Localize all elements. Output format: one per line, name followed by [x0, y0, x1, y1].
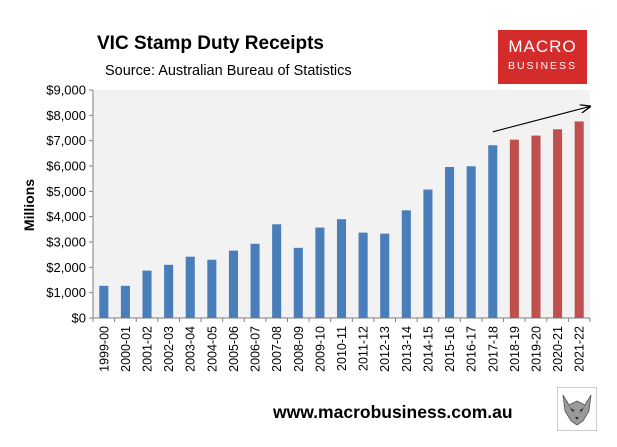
bar-2015-16 [445, 167, 455, 318]
bar-2001-02 [142, 270, 152, 318]
bar-2013-14 [401, 210, 411, 318]
chart-title: VIC Stamp Duty Receipts [97, 33, 324, 54]
chart-source: Source: Australian Bureau of Statistics [105, 63, 352, 79]
bar-2017-18 [488, 145, 498, 318]
bar-2009-10 [315, 227, 325, 318]
bar-2016-17 [466, 166, 476, 318]
footer-url: www.macrobusiness.com.au [273, 402, 513, 422]
wolf-logo-icon [557, 387, 597, 431]
bar-2019-20 [531, 135, 541, 318]
bars [99, 121, 584, 318]
x-tick-label: 2003-04 [184, 326, 198, 372]
bar-2018-19 [509, 139, 519, 318]
x-tick-label: 2020-21 [551, 326, 565, 372]
x-tick-label: 2005-06 [227, 326, 241, 372]
bar-2000-01 [120, 285, 130, 318]
x-tick-label: 2015-16 [443, 326, 457, 372]
bar-2012-13 [380, 233, 390, 318]
x-tick-label: 2002-03 [162, 326, 176, 372]
x-tick-label: 2007-08 [270, 326, 284, 372]
x-tick-label: 2021-22 [573, 326, 587, 372]
y-tick-label: $5,000 [46, 184, 86, 199]
y-tick-label: $1,000 [46, 285, 86, 300]
y-tick-label: $0 [72, 311, 86, 326]
bar-2008-09 [293, 247, 303, 318]
bar-2004-05 [207, 259, 217, 318]
y-tick-label: $8,000 [46, 108, 86, 123]
bar-2005-06 [228, 250, 238, 318]
y-tick-label: $3,000 [46, 235, 86, 250]
x-tick-label: 2000-01 [119, 326, 133, 372]
annotations [492, 106, 590, 133]
bar-2020-21 [553, 129, 563, 318]
bar-2014-15 [423, 189, 433, 318]
y-axis-label: Millions [21, 179, 37, 231]
bar-2003-04 [185, 256, 195, 318]
y-tick-label: $2,000 [46, 260, 86, 275]
logo-line-1: MACRO [508, 37, 577, 56]
bar-2011-12 [358, 232, 368, 318]
logo-line-2: BUSINESS [507, 60, 578, 72]
y-tick-label: $6,000 [46, 159, 86, 174]
x-tick-label: 2004-05 [205, 326, 219, 372]
x-tick-label: 2010-11 [335, 326, 349, 371]
y-tick-label: $9,000 [46, 83, 86, 98]
x-tick-label: 2009-10 [313, 326, 327, 372]
x-tick-labels: 1999-00 2000-01 2001-02 2002-03 2003-04 2004-… [97, 326, 586, 372]
bar-2021-22 [574, 121, 584, 318]
x-tick-label: 1999-00 [97, 326, 111, 372]
x-tick-label: 2013-14 [400, 326, 414, 372]
x-axis [92, 317, 591, 322]
bar-2010-11 [336, 219, 347, 318]
trend-arrow [492, 106, 590, 133]
y-tick-label: $4,000 [46, 209, 86, 224]
bar-1999-00 [99, 285, 109, 318]
x-tick-label: 2006-07 [249, 326, 263, 372]
x-tick-label: 2014-15 [421, 326, 435, 372]
bar-2006-07 [250, 243, 260, 318]
y-axis: $0 $1,000 $2,000 $3,000 $4,000 $5,000 $6,000 $7… [46, 83, 94, 326]
x-tick-label: 2012-13 [378, 326, 392, 372]
x-tick-label: 2018-19 [508, 326, 522, 372]
bar-2002-03 [164, 264, 174, 318]
macrobusiness-logo: MACRO BUSINESS [498, 30, 587, 84]
x-tick-label: 2011-12 [357, 326, 371, 371]
x-tick-label: 2019-20 [529, 326, 543, 372]
x-tick-label: 2001-02 [141, 326, 155, 372]
x-tick-label: 2008-09 [292, 326, 306, 372]
y-tick-label: $7,000 [46, 133, 86, 148]
x-tick-label: 2016-17 [465, 326, 479, 372]
x-tick-label: 2017-18 [486, 326, 500, 372]
bar-2007-08 [272, 224, 282, 318]
